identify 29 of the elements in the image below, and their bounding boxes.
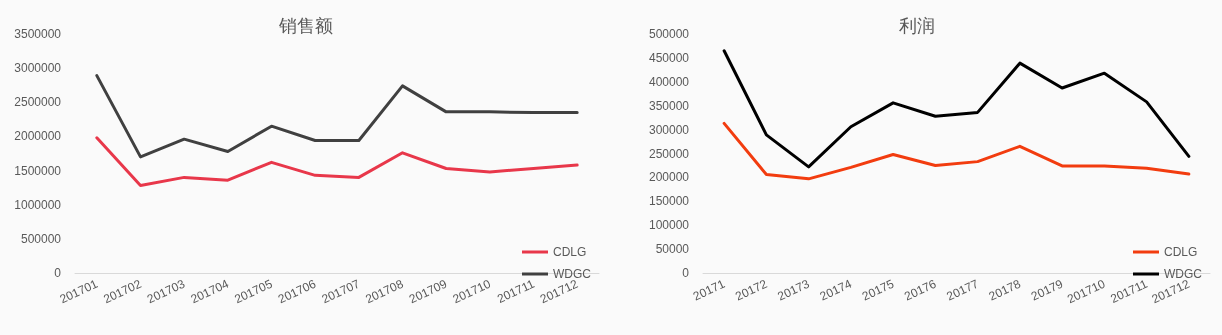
chart-title: 销售额	[277, 16, 333, 36]
y-tick-label: 500000	[648, 27, 690, 41]
y-tick-label: 500000	[20, 231, 62, 246]
y-tick-label: 200000	[648, 170, 690, 185]
y-tick-label: 1500000	[14, 163, 62, 178]
y-tick-label: 2500000	[14, 95, 62, 110]
chart-title: 利润	[898, 16, 935, 36]
y-tick-label: 50000	[655, 242, 690, 257]
line-series	[722, 49, 1191, 169]
y-tick-label: 2000000	[14, 129, 62, 144]
y-tick-label: 250000	[648, 146, 690, 161]
legend-label: CDLG	[1164, 245, 1198, 259]
y-tick-label: 150000	[648, 194, 690, 209]
legend-label: WDGC	[1164, 267, 1203, 281]
line-series	[722, 121, 1191, 181]
y-tick-label: 0	[682, 266, 690, 280]
y-tick-label: 1000000	[14, 197, 62, 212]
legend-label: CDLG	[553, 245, 587, 259]
line-series	[95, 74, 579, 159]
line-series	[95, 136, 579, 188]
legend-label: WDGC	[553, 267, 592, 281]
y-tick-label: 3000000	[14, 61, 62, 76]
y-tick-label: 0	[54, 266, 62, 280]
y-tick-label: 3500000	[14, 27, 62, 41]
y-tick-label: 100000	[648, 218, 690, 233]
y-tick-label: 450000	[648, 50, 690, 65]
y-tick-label: 400000	[648, 74, 690, 89]
y-tick-label: 350000	[648, 98, 690, 113]
y-tick-label: 300000	[648, 122, 690, 137]
